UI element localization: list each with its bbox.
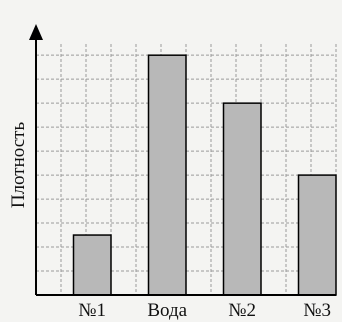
bars	[72, 54, 337, 296]
x-tick-labels: №1 Вода №2 №3	[78, 300, 331, 321]
y-axis-label: Плотность	[8, 122, 29, 209]
bar	[222, 102, 262, 296]
bar	[147, 54, 187, 296]
y-axis-arrow-icon	[29, 24, 43, 40]
bar	[72, 234, 112, 296]
x-tick-label: №3	[303, 300, 331, 321]
x-tick-label: Вода	[147, 300, 187, 321]
x-tick-label: №1	[78, 300, 106, 321]
x-tick-label: №2	[228, 300, 256, 321]
bar	[297, 174, 337, 296]
